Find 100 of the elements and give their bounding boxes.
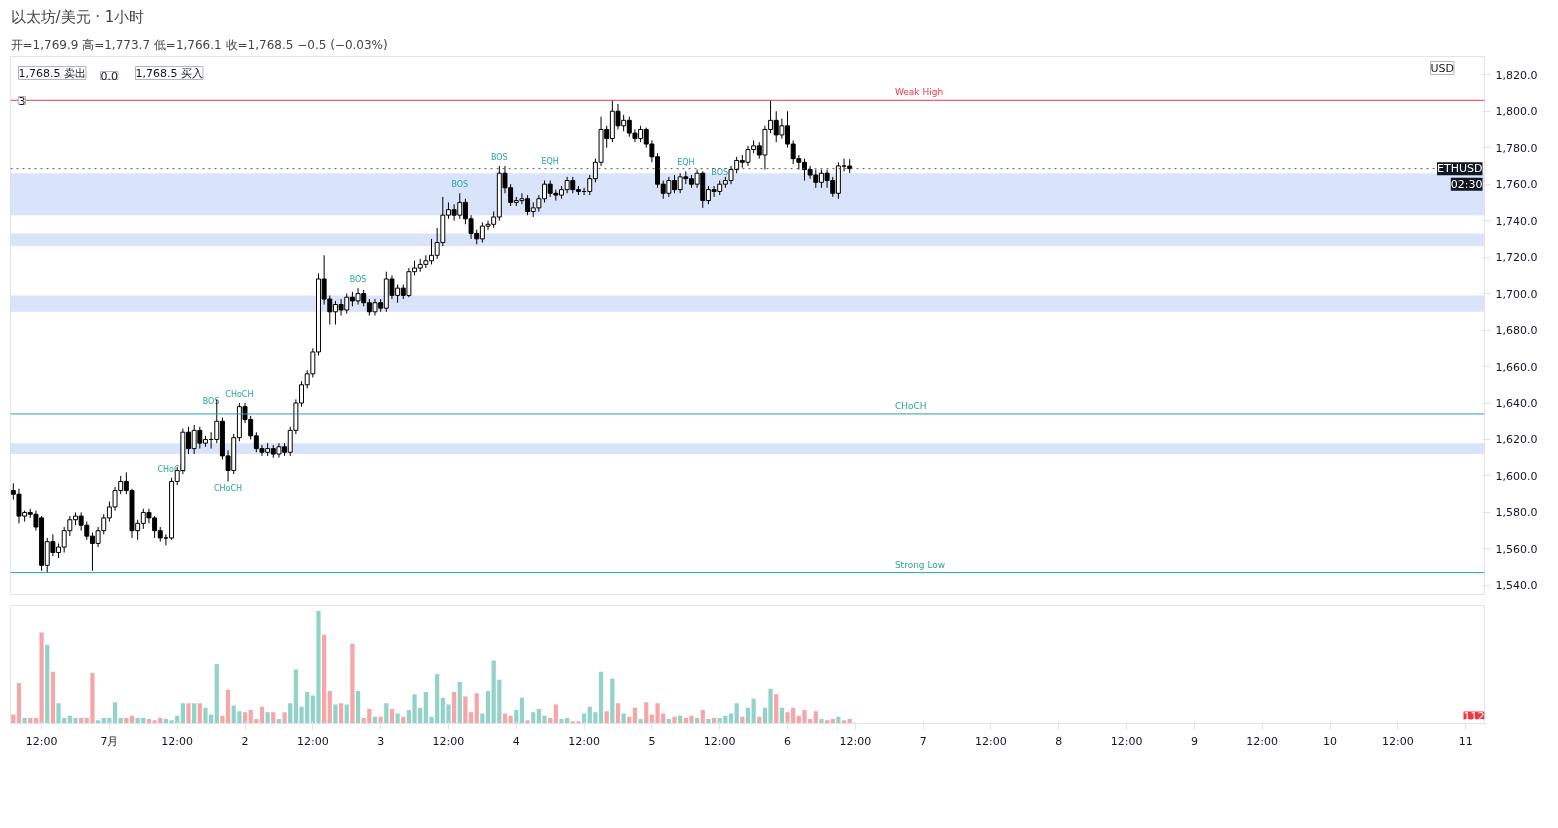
bar — [632, 707, 638, 724]
bar — [813, 711, 818, 724]
y-tick-label: 1,720.0 — [1495, 251, 1538, 265]
bar — [480, 713, 485, 724]
bar — [531, 712, 536, 724]
x-tick-label: 12:00 — [1246, 734, 1279, 748]
bar — [395, 713, 400, 724]
bar — [502, 713, 508, 724]
ref-line-label: ETHUSD — [1437, 162, 1483, 176]
bar — [604, 711, 609, 724]
bar — [451, 692, 457, 724]
bar — [581, 713, 587, 724]
bar — [644, 702, 649, 724]
annotation: 02:30 — [1450, 177, 1483, 191]
x-tick-label: 12:00 — [25, 734, 58, 748]
y-tick-label: 1,680.0 — [1495, 324, 1538, 338]
bar — [355, 690, 361, 724]
x-tick-label: 4 — [512, 734, 520, 748]
bar — [519, 697, 525, 724]
y-tick-label: 1,800.0 — [1495, 105, 1538, 119]
annotation: EQH — [541, 156, 559, 166]
bar — [728, 713, 734, 724]
bar — [197, 703, 202, 724]
bar — [338, 703, 344, 724]
bar — [474, 693, 479, 724]
x-tick-label: 12:00 — [568, 734, 600, 748]
bar — [779, 707, 784, 724]
bar — [700, 710, 705, 724]
bar — [389, 708, 395, 724]
bar — [751, 698, 756, 724]
bar — [344, 704, 349, 724]
bar — [327, 690, 332, 724]
y-tick-label: 1,660.0 — [1495, 360, 1538, 374]
annotation: BOS — [490, 152, 508, 162]
bar — [271, 712, 276, 724]
bar — [333, 704, 338, 724]
chart-title: 以太坊/美元 · 1小时 — [10, 7, 145, 26]
bar — [192, 703, 197, 724]
bar — [16, 683, 22, 724]
bar — [672, 716, 677, 724]
bar — [186, 703, 191, 724]
bar — [745, 707, 751, 724]
x-tick-label: 12:00 — [1110, 734, 1143, 748]
bar — [265, 712, 270, 724]
bar — [485, 690, 491, 724]
bar — [384, 703, 389, 724]
y-tick-label: 1,620.0 — [1495, 433, 1538, 447]
bar — [525, 720, 530, 724]
annotation: USD — [1430, 61, 1455, 75]
annotation: BOS — [451, 180, 469, 190]
x-tick-label: 10 — [1323, 734, 1338, 748]
annotation: 1,768.5 卖出 — [18, 66, 86, 80]
x-tick-label: 9 — [1190, 734, 1198, 748]
bar — [774, 694, 779, 724]
x-tick-label: 7 — [919, 734, 927, 748]
y-tick-label: 1,760.0 — [1495, 178, 1538, 192]
x-tick-label: 7月 — [100, 734, 119, 748]
bar — [734, 703, 739, 724]
y-tick-label: 1,780.0 — [1495, 141, 1538, 155]
bar — [282, 712, 287, 724]
bar — [621, 713, 626, 724]
bar — [457, 681, 462, 724]
bar — [836, 716, 841, 724]
y-tick-label: 1,600.0 — [1495, 469, 1538, 483]
x-tick-label: 8 — [1055, 734, 1063, 748]
x-tick-label: 5 — [648, 734, 656, 748]
y-tick-label: 1,740.0 — [1495, 214, 1538, 228]
y-tick-label: 1,820.0 — [1495, 68, 1538, 82]
bar — [706, 719, 711, 724]
annotation: CHoCH — [214, 484, 243, 494]
annotation: 3 — [18, 94, 26, 108]
ref-line-label: Strong Low — [894, 559, 946, 570]
bar — [288, 703, 293, 724]
bar — [350, 643, 355, 724]
x-tick-label: 12:00 — [296, 734, 329, 748]
y-tick-label: 1,540.0 — [1495, 579, 1538, 593]
bar — [50, 671, 55, 724]
x-tick-label: 12:00 — [703, 734, 736, 748]
annotation: BOS — [349, 275, 367, 285]
bar — [322, 634, 327, 724]
ref-line-label: Weak High — [894, 87, 944, 98]
annotation: 1,768.5 买入 — [135, 66, 203, 80]
x-tick-label: 2 — [241, 734, 249, 748]
annotation: BOS — [711, 167, 729, 177]
bar — [638, 719, 643, 724]
x-tick-label: 12:00 — [1382, 734, 1414, 748]
bar — [553, 704, 558, 724]
bar — [242, 712, 248, 724]
x-tick-label: 12:00 — [161, 734, 194, 748]
y-tick-label: 1,640.0 — [1495, 397, 1538, 411]
x-tick-label: 12:00 — [975, 734, 1007, 748]
annotation: EQH — [677, 158, 695, 168]
x-tick-label: 6 — [784, 734, 792, 748]
bar — [259, 706, 265, 724]
x-tick-label: 12:00 — [432, 734, 465, 748]
ref-line-label: CHoCH — [894, 400, 927, 411]
annotation: 0.0 — [100, 69, 118, 83]
y-tick-label: 1,700.0 — [1495, 287, 1538, 301]
annotation: 112 — [1463, 709, 1485, 723]
bar — [819, 719, 824, 724]
